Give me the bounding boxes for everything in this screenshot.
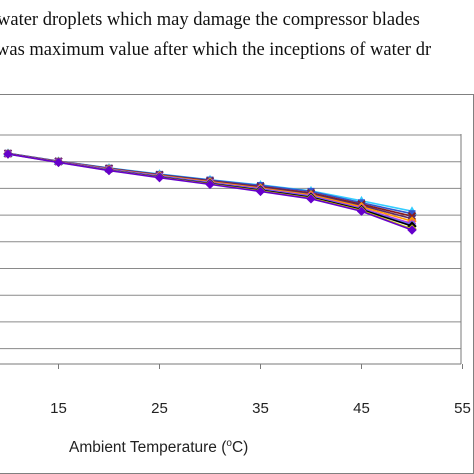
paper-text-line-2: was maximum value after which the incept… [0,40,432,60]
gridlines [0,134,461,350]
x-tick-label: 15 [50,400,67,417]
x-axis-label-end: C) [232,439,248,456]
data-point [104,165,114,176]
x-axis-label: Ambient Temperature (oC) [69,438,248,456]
data-point [356,206,367,216]
x-axis-label-main: Ambient Temperature ( [69,439,227,456]
x-tick-label: 25 [151,400,168,417]
series-group [3,148,417,235]
data-point [154,172,165,183]
chart-frame [0,94,474,474]
data-point [205,179,215,190]
paper-text-line-1: water droplets which may damage the comp… [0,10,420,30]
data-point [53,157,64,168]
chart-figure: 15 25 35 45 55 Ambient Temperature (oC) [0,94,474,474]
x-tick-label: 45 [353,400,370,417]
ambient-temperature-chart: 15 25 35 45 55 Ambient Temperature (oC) [0,94,474,474]
data-point [3,149,13,159]
x-axis-label-sup: o [226,438,232,449]
data-point [306,194,316,204]
data-point [255,186,266,197]
series [3,149,417,235]
data-point [407,225,417,235]
x-ticks: 15 25 35 45 55 [50,364,471,417]
x-tick-label: 35 [252,400,269,417]
x-tick-label: 55 [454,400,471,417]
